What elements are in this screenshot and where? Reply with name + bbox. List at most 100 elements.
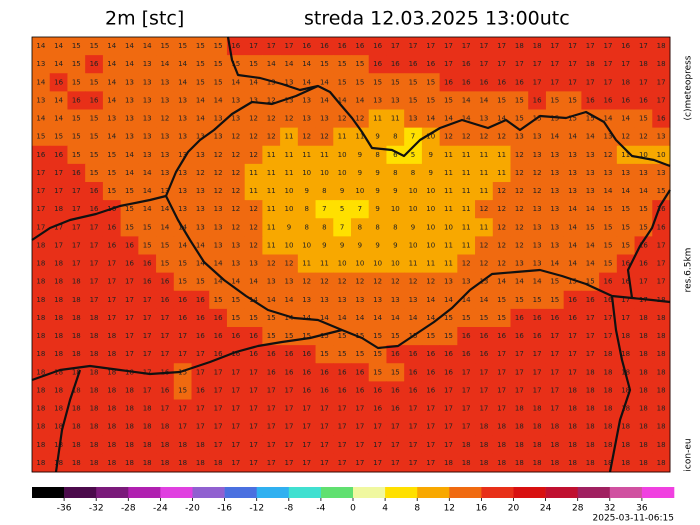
grid-cell	[528, 290, 547, 310]
grid-cell	[404, 218, 423, 237]
grid-cell	[634, 109, 653, 129]
grid-cell	[333, 73, 352, 92]
grid-cell	[102, 182, 122, 201]
grid-cell	[173, 363, 192, 382]
grid-cell	[528, 200, 547, 219]
cell-value: 15	[604, 223, 613, 231]
cell-value: 17	[214, 405, 223, 413]
cell-value: 12	[604, 151, 613, 159]
cell-value: 18	[178, 441, 187, 449]
cell-value: 13	[214, 115, 223, 123]
cell-value: 15	[72, 115, 81, 123]
cell-value: 17	[125, 350, 134, 358]
cell-value: 18	[657, 296, 666, 304]
cell-value: 13	[550, 205, 559, 213]
grid-cell	[421, 435, 441, 455]
colorbar-segment	[288, 487, 322, 498]
cell-value: 17	[621, 296, 630, 304]
colorbar-segment	[192, 487, 225, 498]
cell-value: 8	[393, 169, 397, 177]
cell-value: 13	[143, 60, 152, 68]
grid-cell	[439, 236, 458, 255]
cell-value: 10	[426, 187, 435, 195]
grid-cell	[545, 37, 565, 56]
grid-cell	[32, 345, 51, 364]
grid-cell	[581, 327, 600, 346]
cell-value: 14	[143, 205, 152, 213]
cell-value: 8	[358, 223, 362, 231]
cell-value: 13	[409, 296, 418, 304]
cell-value: 13	[462, 278, 471, 286]
cell-value: 16	[338, 368, 347, 376]
cell-value: 17	[178, 350, 187, 358]
cell-value: 11	[479, 223, 488, 231]
cell-value: 17	[249, 441, 258, 449]
grid-cell	[244, 254, 263, 274]
cell-value: 14	[479, 296, 488, 304]
grid-cell	[49, 453, 68, 473]
grid-cell	[280, 290, 299, 310]
cell-value: 16	[285, 350, 294, 358]
grid-cell	[315, 345, 334, 364]
grid-cell	[138, 254, 157, 274]
cell-value: 14	[621, 187, 630, 195]
grid-cell	[333, 236, 352, 255]
cell-value: 14	[568, 205, 577, 213]
cell-value: 17	[391, 459, 400, 467]
cell-value: 14	[214, 96, 223, 104]
grid-cell	[368, 127, 387, 147]
cell-value: 9	[340, 187, 344, 195]
cell-value: 18	[196, 441, 205, 449]
grid-cell	[386, 381, 405, 400]
grid-cell	[191, 218, 210, 237]
cell-value: 18	[125, 441, 134, 449]
cell-value: 16	[373, 386, 382, 394]
grid-cell	[173, 200, 192, 219]
cell-value: 16	[355, 368, 364, 376]
cell-value: 17	[160, 350, 169, 358]
grid-cell	[67, 145, 86, 165]
cell-value: 9	[393, 187, 397, 195]
grid-cell	[510, 163, 529, 183]
cell-value: 14	[54, 42, 63, 50]
field-title: 2m [stc]	[105, 8, 184, 30]
cell-value: 16	[621, 278, 630, 286]
cell-value: 18	[462, 459, 471, 467]
grid-cell	[67, 163, 86, 183]
cell-value: 15	[586, 223, 595, 231]
grid-cell	[297, 163, 317, 183]
cell-value: 17	[107, 260, 116, 268]
country-border	[31, 84, 319, 241]
grid-cell	[85, 435, 104, 455]
grid-cell	[173, 327, 192, 346]
cell-value: 11	[285, 169, 294, 177]
grid-cell	[173, 73, 192, 92]
cell-value: 16	[462, 60, 471, 68]
grid-cell	[492, 363, 511, 382]
grid-cell	[545, 308, 565, 328]
grid-cell	[563, 182, 582, 201]
cell-value: 5	[411, 151, 415, 159]
cell-value: 17	[196, 423, 205, 431]
grid-cell	[315, 182, 334, 201]
grid-cell	[173, 453, 192, 473]
cell-value: 12	[196, 169, 205, 177]
cell-value: 14	[426, 115, 435, 123]
cell-value: 13	[533, 241, 542, 249]
cell-value: 13	[621, 169, 630, 177]
cell-value: 15	[586, 115, 595, 123]
grid-cell	[102, 91, 122, 110]
grid-cell	[102, 55, 122, 74]
cell-value: 14	[497, 278, 506, 286]
grid-cell	[545, 453, 565, 473]
grid-cell	[475, 236, 494, 255]
cell-value: 12	[373, 278, 382, 286]
cell-value: 17	[391, 441, 400, 449]
grid-cell	[262, 218, 281, 237]
cell-value: 17	[285, 423, 294, 431]
grid-cell	[280, 345, 299, 364]
grid-cell	[634, 73, 653, 92]
cell-value: 18	[90, 314, 99, 322]
cell-value: 11	[302, 151, 311, 159]
grid-cell	[351, 91, 370, 110]
